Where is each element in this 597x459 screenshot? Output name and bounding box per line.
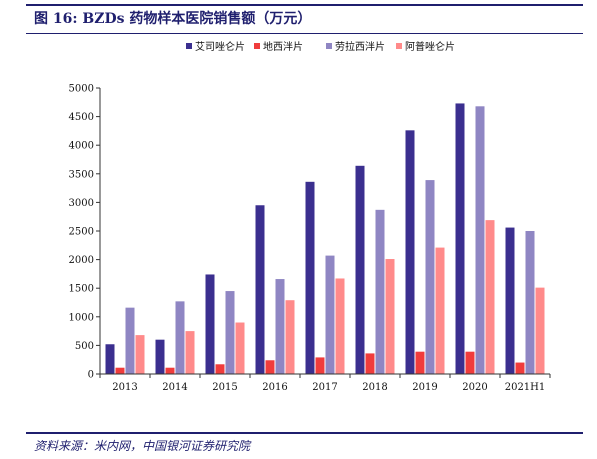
bar xyxy=(175,301,185,374)
bar xyxy=(135,335,145,374)
y-tick-label: 3000 xyxy=(69,198,94,209)
bar xyxy=(105,344,115,374)
bar xyxy=(535,287,545,374)
legend-label: 阿普唑仑片 xyxy=(405,40,455,53)
bar xyxy=(405,130,415,374)
bar xyxy=(315,357,325,374)
bar xyxy=(515,362,525,374)
bar xyxy=(185,331,195,374)
x-tick-label: 2013 xyxy=(112,382,137,393)
bar xyxy=(275,279,285,374)
bar xyxy=(305,181,315,374)
bar xyxy=(355,165,365,374)
title-top-rule xyxy=(26,4,583,6)
source-note: 资料来源：米内网，中国银河证券研究院 xyxy=(34,439,251,453)
bar xyxy=(205,274,215,374)
x-tick-label: 2019 xyxy=(412,382,437,393)
bar xyxy=(425,180,435,374)
y-tick-label: 4500 xyxy=(69,112,94,123)
y-tick-label: 4000 xyxy=(69,141,94,152)
y-tick-label: 0 xyxy=(88,370,94,381)
bar xyxy=(465,351,475,374)
bar xyxy=(265,360,275,374)
bar xyxy=(225,291,235,374)
bar xyxy=(335,278,345,374)
chart-legend: 艾司唑仑片 地西泮片 劳拉西泮片 阿普唑仑片 xyxy=(186,40,455,53)
y-tick-label: 3500 xyxy=(69,169,94,180)
bar xyxy=(325,255,335,374)
bar xyxy=(475,106,485,374)
legend-label: 劳拉西泮片 xyxy=(335,40,385,53)
y-tick-label: 1000 xyxy=(69,312,94,323)
bar xyxy=(125,307,135,374)
bar xyxy=(505,227,515,374)
bar xyxy=(155,339,165,374)
x-tick-label: 2021H1 xyxy=(505,382,546,393)
legend-swatch xyxy=(254,43,260,49)
bar xyxy=(215,364,225,374)
x-tick-label: 2018 xyxy=(362,382,387,393)
bar xyxy=(485,220,495,374)
y-tick-label: 1500 xyxy=(69,284,94,295)
figure-title: 图 16: BZDs 药物样本医院销售额（万元） xyxy=(34,11,312,27)
y-tick-label: 2000 xyxy=(69,255,94,266)
y-tick-label: 2500 xyxy=(69,227,94,238)
x-axis: 2013 2014 2015 2016 2017 2018 2019 2020 2021H1 xyxy=(99,373,551,393)
legend-label: 艾司唑仑片 xyxy=(195,40,245,53)
x-tick-label: 2014 xyxy=(162,382,187,393)
x-tick-label: 2020 xyxy=(462,382,487,393)
legend-label: 地西泮片 xyxy=(263,40,303,53)
chart-bars xyxy=(105,103,545,374)
title-bottom-rule xyxy=(26,33,583,34)
bar xyxy=(435,247,445,374)
bar xyxy=(285,300,295,374)
legend-swatch xyxy=(186,43,192,49)
bar xyxy=(115,367,125,374)
bar xyxy=(255,205,265,374)
bar xyxy=(525,231,535,374)
source-rule xyxy=(26,432,583,434)
x-tick-label: 2017 xyxy=(312,382,337,393)
bar xyxy=(365,353,375,374)
y-axis: 0 500 1000 1500 2000 2500 3000 3500 4000 4500 5000 xyxy=(69,84,101,381)
y-tick-label: 5000 xyxy=(69,84,94,95)
bar xyxy=(455,103,465,374)
bar xyxy=(385,259,395,374)
bar xyxy=(165,367,175,374)
legend-swatch xyxy=(326,43,332,49)
bar-chart: 艾司唑仑片 地西泮片 劳拉西泮片 阿普唑仑片 0 500 1000 1500 2000 2500… xyxy=(69,40,551,393)
bar xyxy=(415,351,425,374)
legend-swatch xyxy=(396,43,402,49)
bar xyxy=(375,209,385,374)
y-tick-label: 500 xyxy=(75,341,94,352)
bar xyxy=(235,322,245,374)
x-tick-label: 2016 xyxy=(262,382,287,393)
x-tick-label: 2015 xyxy=(212,382,237,393)
